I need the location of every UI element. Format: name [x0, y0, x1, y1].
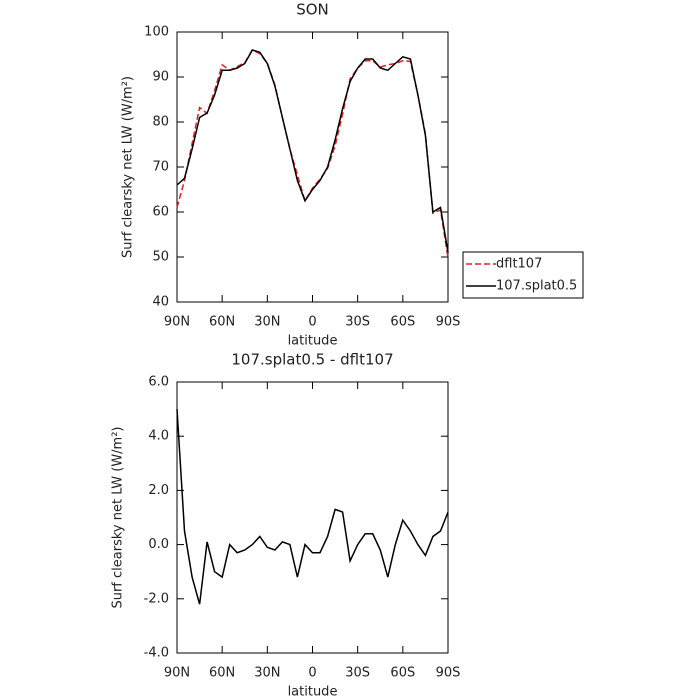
chart-title: SON [296, 1, 329, 19]
data-line [176, 49, 449, 253]
x-tick-label: 60N [209, 666, 235, 681]
x-tick-label: 30N [254, 315, 280, 330]
x-tick-label: 0 [308, 666, 316, 681]
legend-label: 107.splat0.5 [496, 279, 577, 294]
y-tick-label: -4.0 [144, 646, 169, 661]
x-tick-label: 60S [390, 666, 415, 681]
y-axis-label: Surf clearsky net LW (W/m²) [111, 426, 126, 608]
x-axis-label: latitude [288, 334, 338, 349]
y-tick-label: 80 [152, 115, 169, 130]
y-tick-label: 40 [152, 295, 169, 310]
y-tick-label: 100 [144, 25, 169, 40]
y-tick-label: -2.0 [144, 591, 169, 606]
x-tick-label: 60S [390, 315, 415, 330]
x-tick-label: 0 [308, 315, 316, 330]
plot-frame [176, 31, 449, 303]
y-tick-label: 0.0 [148, 537, 169, 552]
y-tick-label: 90 [152, 70, 169, 85]
y-tick-label: 4.0 [148, 429, 169, 444]
y-tick-label: 70 [152, 160, 169, 175]
y-tick-label: 2.0 [148, 483, 169, 498]
y-tick-label: 6.0 [148, 375, 169, 390]
y-tick-label: 50 [152, 250, 169, 265]
x-tick-label: 90S [436, 666, 461, 681]
x-tick-label: 30N [254, 666, 280, 681]
x-tick-label: 90N [164, 666, 190, 681]
data-line [176, 49, 449, 259]
legend-label: dflt107 [496, 257, 542, 272]
x-axis-label: latitude [288, 685, 338, 700]
y-axis-label: Surf clearsky net LW (W/m²) [121, 76, 136, 258]
y-tick-label: 60 [152, 205, 169, 220]
data-line [176, 409, 449, 605]
x-tick-label: 30S [345, 315, 370, 330]
x-tick-label: 30S [345, 666, 370, 681]
plot-frame [176, 381, 449, 654]
chart-title: 107.splat0.5 - dflt107 [231, 351, 393, 369]
x-tick-label: 90N [164, 315, 190, 330]
x-tick-label: 60N [209, 315, 235, 330]
legend-box [462, 251, 584, 299]
x-tick-label: 90S [436, 315, 461, 330]
